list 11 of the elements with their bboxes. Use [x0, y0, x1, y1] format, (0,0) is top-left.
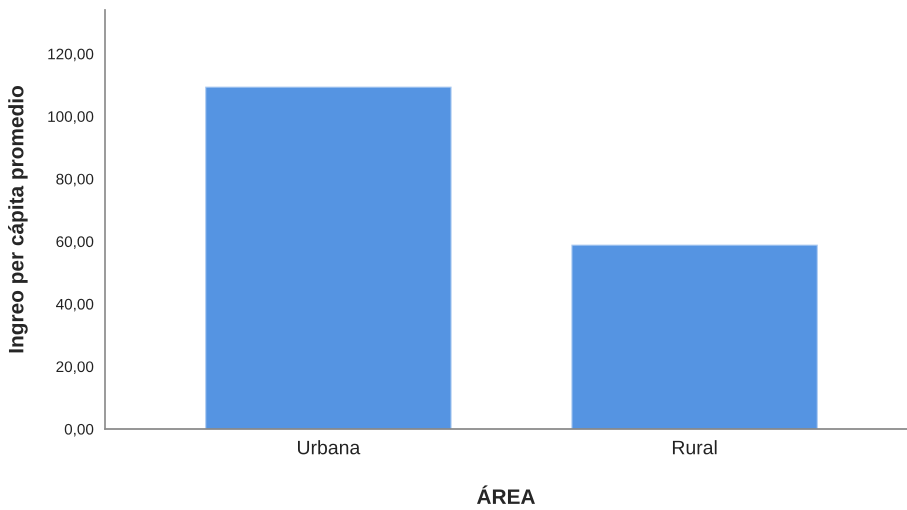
- x-tick-label: Urbana: [298, 440, 360, 454]
- x-axis-title: ÁREA: [477, 485, 535, 504]
- y-tick-label: 40,00: [56, 298, 94, 312]
- x-tick-label: Rural: [672, 440, 717, 454]
- y-tick-label: 0,00: [64, 424, 94, 436]
- y-tick-label: 80,00: [56, 174, 94, 186]
- y-tick-label: 60,00: [56, 236, 94, 249]
- y-tick-label: 100,00: [48, 111, 94, 124]
- y-tick-label: 120,00: [48, 48, 94, 62]
- y-axis-title: Ingreo per cápita promedio: [8, 86, 28, 352]
- y-tick-label: 20,00: [56, 361, 94, 374]
